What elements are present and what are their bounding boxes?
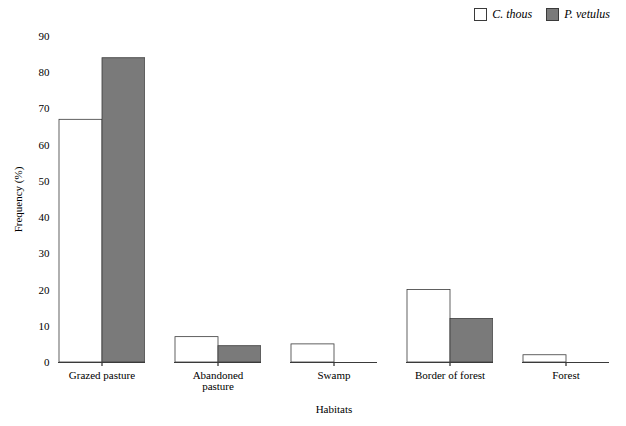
svg-text:Abandonedpasture: Abandonedpasture	[193, 369, 244, 392]
svg-text:Frequency (%): Frequency (%)	[12, 166, 25, 232]
svg-text:30: 30	[39, 247, 51, 259]
svg-text:Habitats: Habitats	[316, 403, 353, 415]
svg-text:50: 50	[39, 175, 51, 187]
html-text:P. vetulus: P. vetulus	[564, 6, 610, 21]
html-text:C. thous: C. thous	[492, 6, 533, 21]
svg-text:60: 60	[39, 139, 51, 151]
svg-text:Border of forest: Border of forest	[415, 369, 485, 381]
svg-text:90: 90	[39, 30, 51, 42]
svg-text:10: 10	[39, 320, 51, 332]
svg-text:Swamp: Swamp	[318, 369, 352, 381]
svg-text:Grazed pasture: Grazed pasture	[69, 369, 135, 381]
svg-text:70: 70	[39, 102, 51, 114]
svg-text:40: 40	[39, 211, 51, 223]
svg-text:20: 20	[39, 284, 51, 296]
svg-text:Forest: Forest	[552, 369, 580, 381]
svg-text:0: 0	[44, 356, 50, 368]
svg-text:80: 80	[39, 66, 51, 78]
